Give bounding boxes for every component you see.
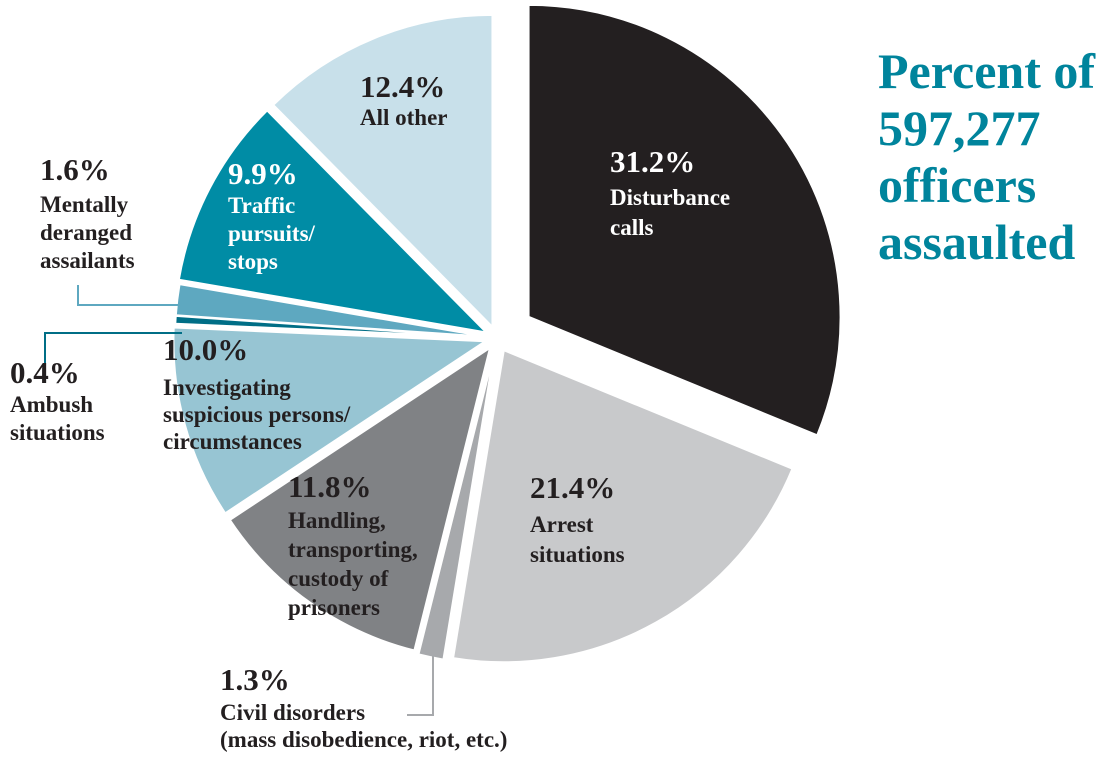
chart-title: Percent of 597,277 officers assaulted [878,43,1096,270]
value-label: 31.2% [610,144,695,179]
leader-line [77,285,178,306]
pie-slice [271,13,494,330]
leader-line [407,655,434,716]
value-label: 1.6% [40,152,110,187]
slice-label: Investigating suspicious persons/circumst… [163,375,351,454]
slice-label: Traffic pursuits/stops [228,193,316,274]
pie-slice [228,345,492,652]
value-label: 0.4% [10,355,80,390]
slice-label: Mentally deranged assailants [40,192,135,273]
value-label: 12.4% [360,69,445,104]
pie-slice [417,351,496,661]
value-label: 21.4% [530,470,615,505]
value-label: 1.3% [220,662,290,697]
pie-slice [451,348,794,664]
value-label: 9.9% [228,156,298,191]
pie-slice [527,3,842,437]
pie-slice [177,109,490,334]
pie-slice [174,282,488,338]
slice-label: All other [360,105,448,130]
slice-label: Arrest situations [530,512,625,567]
slice-label: Disturbance calls [610,185,730,240]
slice-label: Ambush situations [10,392,105,445]
slice-label: Handling, transporting, custody of prisoner… [288,508,418,620]
pie-slice [172,326,489,515]
value-label: 10.0% [163,332,248,367]
leader-line [44,332,182,365]
value-label: 11.8% [288,469,372,504]
slice-label: Civil disorders (mass disobedience, riot,… [220,700,507,752]
